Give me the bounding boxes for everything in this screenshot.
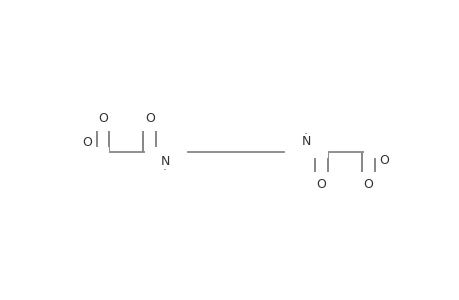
Text: N: N (161, 155, 170, 168)
Text: O: O (378, 154, 388, 167)
Text: O: O (316, 178, 326, 191)
Text: N: N (301, 135, 310, 148)
Text: O: O (145, 112, 154, 125)
Text: O: O (98, 112, 108, 125)
Text: O: O (363, 178, 373, 191)
Text: O: O (82, 136, 92, 149)
